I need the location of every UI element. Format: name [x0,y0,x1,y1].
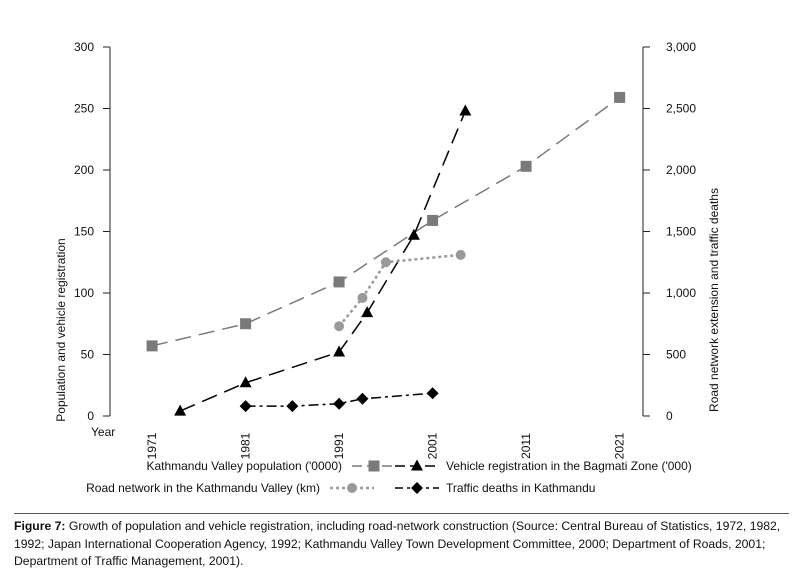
series-line [179,110,467,412]
chart: 0 50 100 150 200 250 300 0 500 1,000 1,500 2,000 2,5… [54,40,721,495]
series-line [151,96,621,347]
series-diamond [239,387,439,413]
legend-swatch-marker [347,483,357,493]
data-point [356,392,369,405]
series-circle [334,249,466,332]
data-point [427,214,439,226]
data-point [380,257,391,268]
legend-item: Traffic deaths in Kathmandu [395,481,595,495]
x-tick-label: 2001 [426,432,440,459]
right-tick-label: 0 [666,409,673,423]
data-point [361,306,374,318]
data-point [357,292,368,303]
right-tick-label: 500 [666,348,686,362]
right-tick-label: 3,000 [666,40,696,54]
right-tick-label: 1,500 [666,225,696,239]
data-point [614,91,626,103]
left-axis-title: Population and vehicle registration [54,238,68,421]
x-tick-label: 2011 [519,433,533,459]
data-point [174,404,187,416]
left-tick-label: 150 [74,225,94,239]
legend-label: Vehicle registration in the Bagmati Zone… [446,459,692,473]
legend: Kathmandu Valley population ('0000) Vehic… [86,459,692,495]
series-layer [146,91,626,416]
legend-item: Road network in the Kathmandu Valley (km… [86,481,374,495]
legend-label: Traffic deaths in Kathmandu [446,481,595,495]
legend-swatch-marker [411,482,423,494]
data-point [146,340,158,352]
left-tick-label: 50 [81,348,95,362]
x-tick-label: 2021 [613,432,627,459]
data-point [333,397,346,410]
data-point [455,249,466,260]
left-tick-label: 250 [74,102,94,116]
data-point [334,321,345,332]
x-axis-label: Year [91,425,115,439]
legend-swatch-marker [368,460,380,472]
left-tick-label: 100 [74,286,94,300]
legend-label: Kathmandu Valley population ('0000) [146,459,342,473]
left-tick-label: 200 [74,163,94,177]
right-tick-label: 2,500 [666,102,696,116]
legend-item: Vehicle registration in the Bagmati Zone… [395,459,692,473]
series-triangle [174,104,472,416]
legend-item: Kathmandu Valley population ('0000) [146,459,396,473]
data-point [239,400,252,413]
data-point [240,318,252,330]
axes: 0 50 100 150 200 250 300 0 500 1,000 1,500 2,000 2,5… [54,40,721,459]
right-tick-label: 1,000 [666,286,696,300]
caption-divider [14,513,789,514]
data-point [459,104,472,116]
left-tick-label: 300 [74,40,94,54]
right-axis-title: Road network extension and traffic death… [707,188,721,412]
legend-label: Road network in the Kathmandu Valley (km… [86,481,320,495]
data-point [286,400,299,413]
series-line [338,253,461,328]
x-tick-label: 1991 [332,432,346,459]
left-tick-label: 0 [87,409,94,423]
data-point [239,376,252,388]
x-tick-label: 1981 [239,432,253,459]
data-point [426,387,439,400]
data-point [333,276,345,288]
legend-swatch-marker [411,459,423,471]
caption-label: Figure 7: [14,519,66,533]
x-tick-label: 1971 [145,432,159,459]
data-point [407,228,420,240]
data-point [333,345,346,357]
caption-text: Growth of population and vehicle registr… [14,519,781,568]
data-point [520,160,532,172]
right-tick-label: 2,000 [666,163,696,177]
series-square [146,91,626,352]
figure-caption: Figure 7: Growth of population and vehic… [14,518,789,571]
